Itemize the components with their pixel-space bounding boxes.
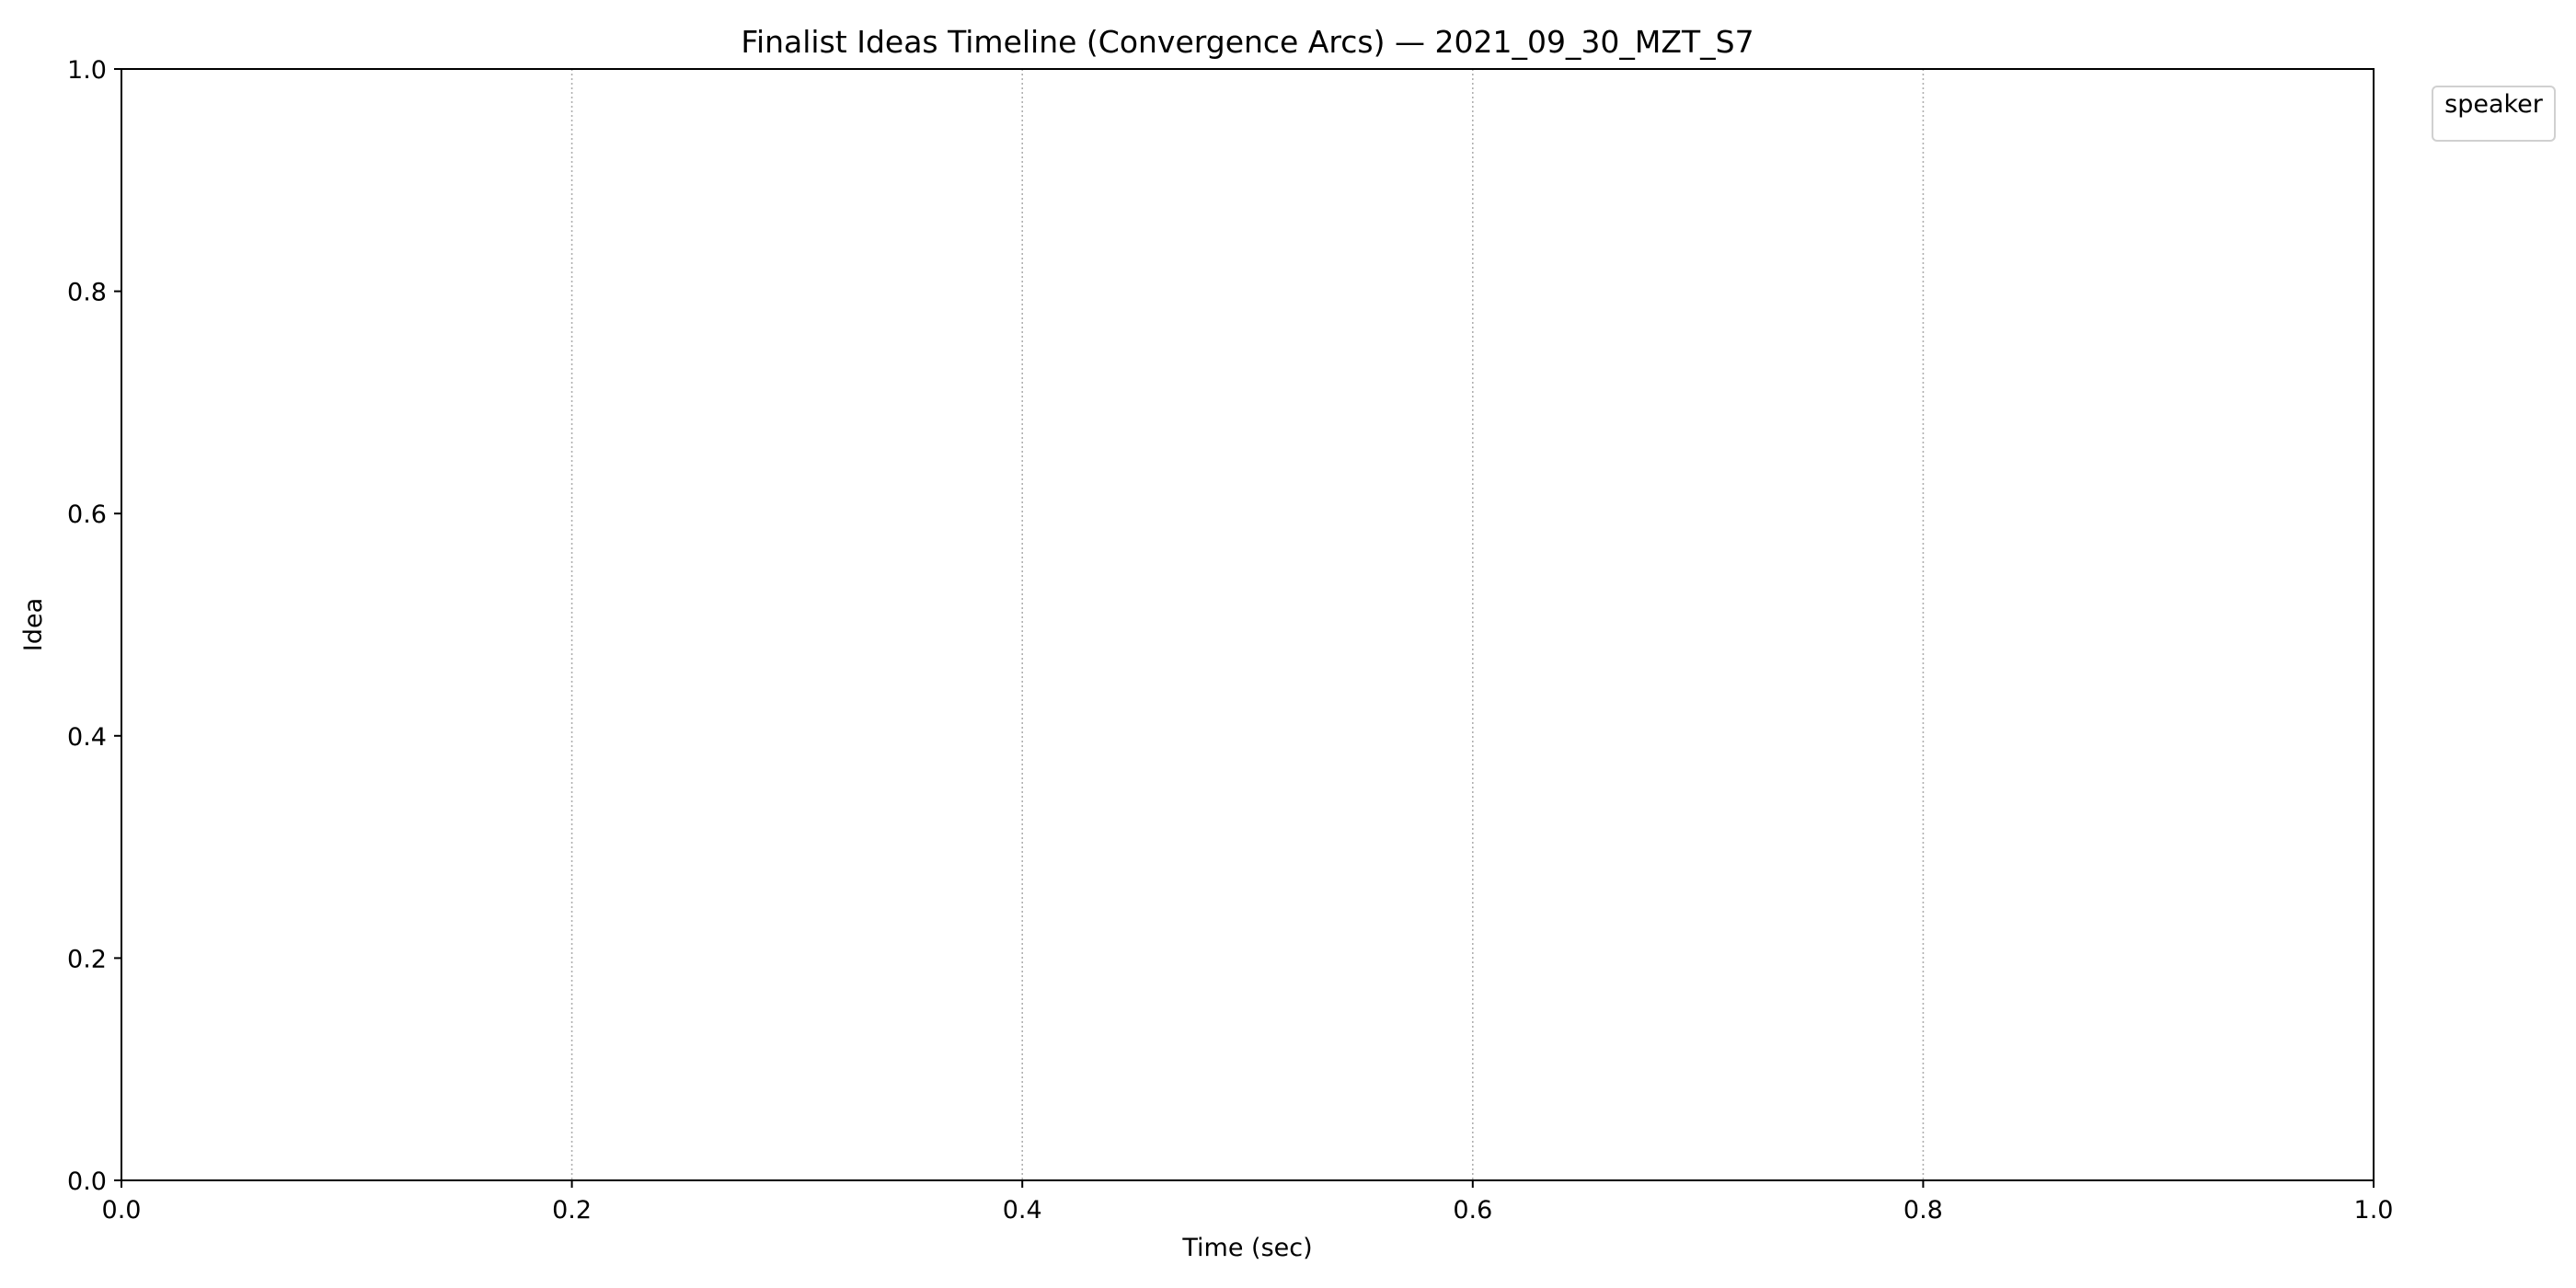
- x-tick-label: 0.0: [102, 1196, 142, 1225]
- y-tick-label: 1.0: [67, 56, 107, 85]
- x-tick-label: 0.4: [1003, 1196, 1042, 1225]
- grid-lines: [570, 69, 1925, 1180]
- x-axis-label: Time (sec): [1181, 1234, 1312, 1262]
- x-tick-label: 1.0: [2354, 1196, 2394, 1225]
- y-tick-label: 0.8: [67, 279, 107, 307]
- x-tick-label: 0.8: [1903, 1196, 1943, 1225]
- y-tick-label: 0.0: [67, 1167, 107, 1196]
- x-tick-label: 0.2: [552, 1196, 592, 1225]
- chart-title: Finalist Ideas Timeline (Convergence Arc…: [741, 24, 1754, 60]
- legend: speaker: [2432, 86, 2556, 142]
- legend-title: speaker: [2444, 90, 2544, 119]
- plot-area: [121, 68, 2375, 1181]
- x-axis: 0.0 0.2 0.4 0.6 0.8 1.0: [102, 1180, 2394, 1225]
- x-tick-label: 0.6: [1453, 1196, 1492, 1225]
- y-tick-label: 0.4: [67, 723, 107, 752]
- y-tick-label: 0.2: [67, 945, 107, 973]
- y-axis-label: Idea: [19, 598, 48, 651]
- y-axis: 0.0 0.2 0.4 0.6 0.8 1.0: [67, 56, 121, 1196]
- legend-box: [2432, 86, 2556, 142]
- y-tick-label: 0.6: [67, 500, 107, 529]
